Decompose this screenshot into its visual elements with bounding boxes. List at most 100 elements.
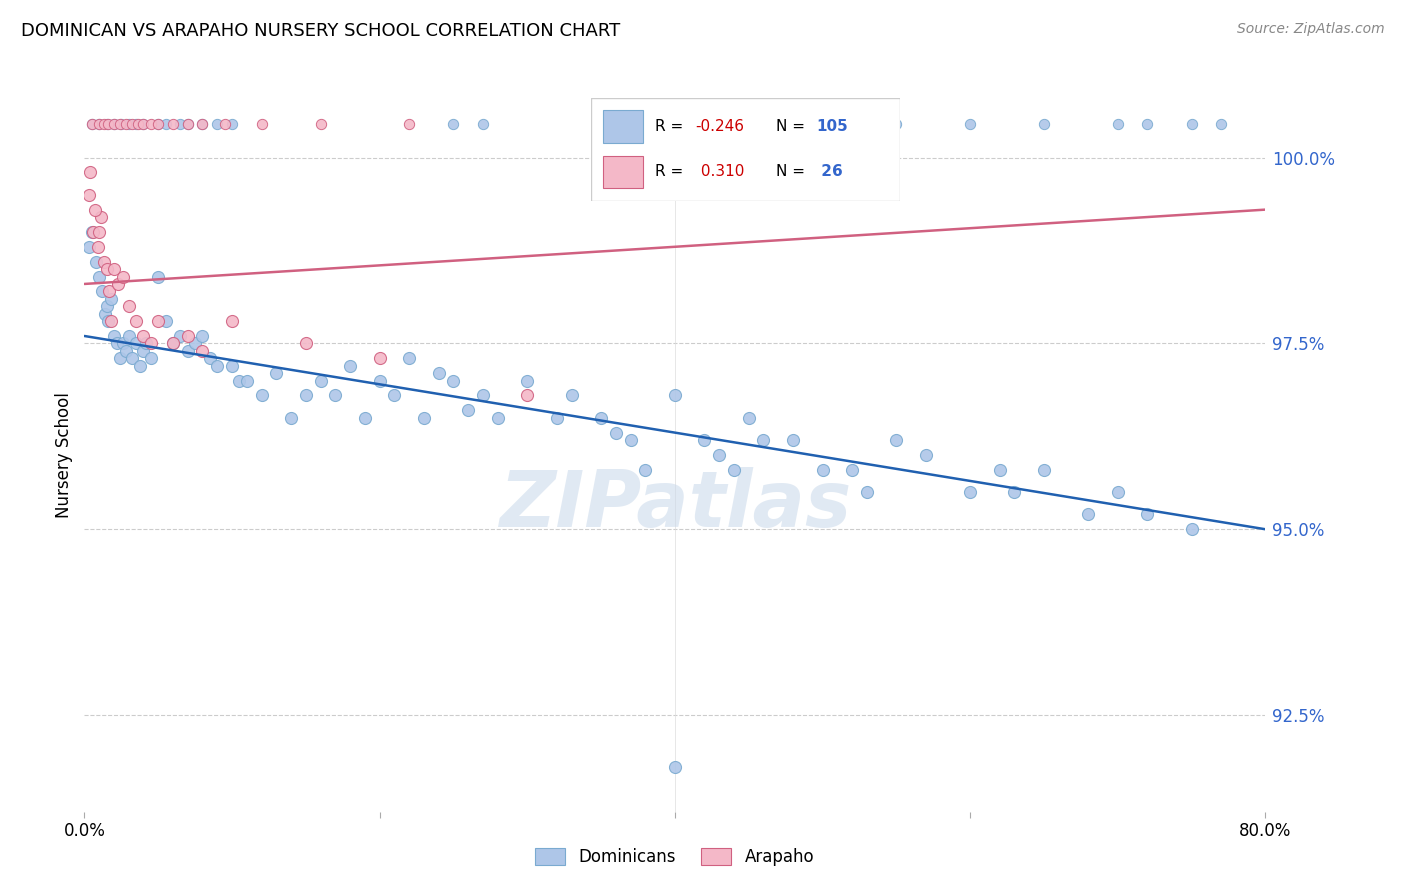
Point <box>457 403 479 417</box>
Point <box>97 117 120 131</box>
Point <box>221 117 243 131</box>
Point <box>441 117 464 131</box>
Point <box>915 448 938 462</box>
Point <box>634 463 657 477</box>
Point <box>111 336 134 351</box>
Point <box>221 359 243 373</box>
Point <box>83 202 105 217</box>
Point <box>546 410 568 425</box>
Text: N =: N = <box>776 164 810 179</box>
Point <box>80 225 103 239</box>
Point <box>155 314 177 328</box>
Point <box>169 117 191 131</box>
Point <box>368 374 391 388</box>
Point <box>93 254 115 268</box>
Text: 105: 105 <box>817 120 848 135</box>
Point <box>169 329 191 343</box>
Point <box>782 433 804 447</box>
Point <box>96 299 118 313</box>
Text: -0.246: -0.246 <box>696 120 745 135</box>
Point <box>108 117 131 131</box>
Point <box>738 410 761 425</box>
Point <box>114 343 136 358</box>
Text: DOMINICAN VS ARAPAHO NURSERY SCHOOL CORRELATION CHART: DOMINICAN VS ARAPAHO NURSERY SCHOOL CORR… <box>21 22 620 40</box>
Point <box>664 760 686 774</box>
Point <box>135 336 157 351</box>
Point <box>472 388 495 402</box>
Point <box>108 351 131 366</box>
Point <box>1107 117 1129 131</box>
Point <box>177 117 200 131</box>
Point <box>87 225 111 239</box>
Point <box>94 307 117 321</box>
Point <box>1032 117 1054 131</box>
Bar <box>603 111 643 144</box>
Point <box>121 117 143 131</box>
Point <box>125 336 148 351</box>
Point <box>87 117 111 131</box>
Bar <box>603 155 643 188</box>
Point <box>191 117 214 131</box>
Point <box>1180 117 1202 131</box>
Point <box>114 117 136 131</box>
Point <box>221 314 243 328</box>
Point <box>1077 508 1099 522</box>
Point <box>77 240 100 254</box>
Point <box>413 410 436 425</box>
Point <box>560 388 583 402</box>
Text: R =: R = <box>655 164 689 179</box>
Point <box>90 210 112 224</box>
Point <box>309 117 332 131</box>
Point <box>959 117 981 131</box>
Point <box>162 117 184 131</box>
Point <box>619 433 641 447</box>
Point <box>309 374 332 388</box>
Point <box>148 117 170 131</box>
Point <box>959 485 981 500</box>
Point <box>988 463 1011 477</box>
Point <box>148 269 170 284</box>
Point <box>368 351 391 366</box>
Point <box>1180 522 1202 536</box>
Point <box>841 463 863 477</box>
Point <box>398 351 420 366</box>
Point <box>82 225 104 239</box>
Point <box>79 165 101 179</box>
Point <box>107 277 129 291</box>
Point <box>441 374 464 388</box>
Point <box>103 262 125 277</box>
Point <box>1004 485 1026 500</box>
Point <box>93 117 115 131</box>
Point <box>103 329 125 343</box>
Point <box>205 117 228 131</box>
Point <box>110 117 132 131</box>
Point <box>280 410 302 425</box>
Point <box>752 433 775 447</box>
Point <box>323 388 347 402</box>
Text: 26: 26 <box>817 164 844 179</box>
Point <box>177 329 200 343</box>
Point <box>121 351 143 366</box>
Point <box>191 343 214 358</box>
Point <box>382 388 406 402</box>
Point <box>855 485 877 500</box>
Text: 0.310: 0.310 <box>696 164 744 179</box>
Text: ZIPatlas: ZIPatlas <box>499 467 851 543</box>
Point <box>96 262 118 277</box>
Point <box>77 187 100 202</box>
Point <box>184 336 207 351</box>
Point <box>100 292 122 306</box>
Point <box>472 117 495 131</box>
Point <box>250 117 273 131</box>
Point <box>214 117 236 131</box>
Point <box>96 117 118 131</box>
Point <box>132 343 155 358</box>
Point <box>177 343 200 358</box>
Point <box>427 366 450 380</box>
Point <box>605 425 627 440</box>
Text: Source: ZipAtlas.com: Source: ZipAtlas.com <box>1237 22 1385 37</box>
Point <box>516 374 538 388</box>
Point <box>97 314 120 328</box>
Point <box>87 269 111 284</box>
Point <box>162 336 184 351</box>
